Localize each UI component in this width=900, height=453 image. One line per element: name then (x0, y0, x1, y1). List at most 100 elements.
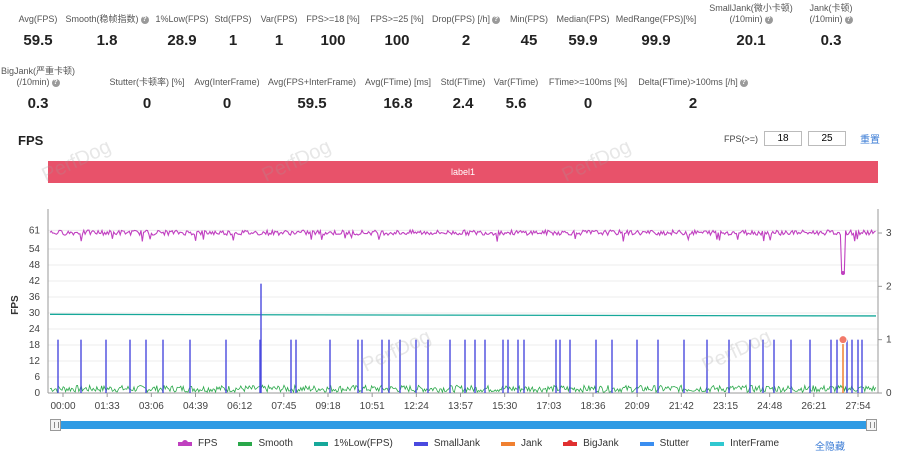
stat-label-text: BigJank(严重卡顿) (0, 66, 75, 76)
row2-stat: Avg(FPS+InterFrame) 59.5 (242, 66, 382, 113)
y-tick-label: 42 (29, 276, 41, 287)
y-tick-label: 6 (34, 372, 40, 383)
help-icon[interactable]: ? (844, 15, 853, 24)
y-tick-label: 61 (29, 225, 41, 236)
stat-label-text: Std(FPS) (214, 14, 252, 24)
x-tick-label: 10:51 (360, 401, 385, 412)
stat-label-text: Min(FPS) (510, 14, 548, 24)
stat-label-text: FPS>=18 [%] (306, 14, 360, 24)
fps-chart: 61 54 48 42 36 30 24 18 12 6 0 3 2 1 0 FPS 00:00 01:33 03:… (10, 209, 892, 412)
stat-value: 59.5 (297, 95, 327, 112)
row1-stat: Var(FPS) 1 (209, 3, 349, 50)
y-right-tick-label: 0 (886, 388, 892, 399)
x-tick-label: 00:00 (50, 401, 75, 412)
legend-swatch (500, 441, 515, 446)
legend-label: Smooth (258, 438, 293, 449)
fps-min-point (841, 271, 845, 275)
stat-value: 0.3 (820, 32, 842, 49)
x-tick-label: 01:33 (95, 401, 120, 412)
time-range-slider[interactable] (50, 419, 877, 431)
row2-stat: Std(FTime) 2.4 (393, 66, 533, 113)
fps-filter: FPS(>=) 重置 (724, 131, 880, 146)
legend-item[interactable]: FPS (178, 438, 217, 449)
row1-stat: Std(FPS) 1 (163, 3, 303, 50)
stat-label-text: Avg(FPS) (18, 14, 58, 24)
legend-label: FPS (198, 438, 218, 449)
x-tick-label: 21:42 (669, 401, 694, 412)
stat-label: Delta(FTime)>100ms [/h]? (623, 77, 763, 88)
x-tick-label: 15:30 (492, 401, 517, 412)
x-tick-label: 26:21 (801, 401, 826, 412)
section-title: FPS (18, 133, 44, 148)
help-icon[interactable]: ? (140, 15, 149, 24)
stat-label: MedRange(FPS)[%] (586, 14, 726, 25)
row1-stat: Min(FPS) 45 (459, 3, 599, 50)
stat-label-text: SmallJank(微小卡顿) (709, 3, 793, 13)
x-tick-label: 17:03 (536, 401, 561, 412)
stat-label: Avg(FPS+InterFrame) (242, 77, 382, 88)
stat-value: 5.6 (505, 95, 527, 112)
legend-item[interactable]: Jank (500, 438, 543, 449)
legend-item[interactable]: Stutter (639, 438, 689, 449)
reset-button[interactable]: 重置 (860, 135, 880, 146)
legend-label: BigJank (583, 438, 619, 449)
stat-label: Var(FTime) (446, 77, 586, 88)
stat-label-text: Median(FPS) (556, 14, 610, 24)
stat-label: BigJank(严重卡顿) (/10min)? (0, 66, 108, 88)
help-icon[interactable]: ? (739, 78, 748, 87)
stat-label-text: (/10min) (809, 14, 843, 24)
stat-label: 1%Low(FPS) (112, 14, 252, 25)
x-tick-label: 04:39 (183, 401, 208, 412)
help-icon[interactable]: ? (51, 78, 60, 87)
legend-label: Jank (520, 438, 543, 449)
stat-label: Stutter(卡顿率) [%] (77, 77, 217, 88)
x-tick-label: 12:24 (404, 401, 429, 412)
stat-label: FPS>=18 [%] (263, 14, 403, 25)
stat-value: 0 (142, 95, 152, 112)
help-icon[interactable]: ? (492, 15, 500, 24)
slider-start-handle[interactable] (50, 419, 61, 431)
row1-stat: FPS>=25 [%] 100 (327, 3, 467, 50)
y-axis-label: FPS (10, 295, 21, 315)
label-bar[interactable]: label1 (48, 161, 878, 183)
stat-label-text: FTime>=100ms [%] (548, 77, 628, 87)
legend-label: InterFrame (730, 438, 780, 449)
stat-label: Std(FPS) (163, 14, 303, 25)
stat-value: 0 (222, 95, 232, 112)
row2-stat: Var(FTime) 5.6 (446, 66, 586, 113)
y-tick-label: 24 (29, 324, 41, 335)
x-tick-label: 03:06 (139, 401, 164, 412)
hide-all-button[interactable]: 全隐藏 (815, 442, 845, 453)
help-icon[interactable]: ? (764, 15, 773, 24)
legend-swatch (710, 441, 725, 446)
row1-stat: 1%Low(FPS) 28.9 (112, 3, 252, 50)
stat-label-text: Var(FPS) (260, 14, 298, 24)
fps-threshold-1-input[interactable] (764, 131, 802, 146)
stat-value: 1 (228, 32, 238, 49)
slider-track[interactable] (50, 421, 877, 429)
stat-label: FTime>=100ms [%] (518, 77, 658, 88)
legend-dot (182, 439, 188, 446)
stat-label-text: Avg(FTime) [ms] (364, 77, 431, 87)
legend-item[interactable]: 1%Low(FPS) (313, 438, 393, 449)
fps-series-line (49, 228, 876, 274)
stat-label-text: (/10min) (16, 77, 50, 87)
stat-label-text: Drop(FPS) [/h] (431, 14, 490, 24)
stats-panel: Avg(FPS) 59.5 Smooth(稳帧指数)? 1.8 1%Low(FPS) 28… (0, 0, 900, 125)
slider-end-handle[interactable] (866, 419, 877, 431)
legend-swatch (178, 439, 192, 446)
legend-dot (567, 439, 574, 446)
legend-item[interactable]: InterFrame (710, 438, 779, 449)
stat-label-text: 1%Low(FPS) (155, 14, 209, 24)
legend-item[interactable]: SmallJank (413, 438, 480, 449)
legend-item[interactable]: Smooth (238, 438, 293, 449)
y-right-tick-label: 3 (886, 228, 892, 239)
stat-value: 2.4 (452, 95, 474, 112)
stat-value: 59.9 (568, 32, 598, 49)
smooth-series-line (49, 383, 876, 394)
stat-label: Avg(FPS) (0, 14, 108, 25)
stat-label-text: MedRange(FPS)[%] (615, 14, 697, 24)
legend-item[interactable]: BigJank (563, 438, 619, 449)
x-tick-label: 20:09 (625, 401, 650, 412)
fps-threshold-2-input[interactable] (808, 131, 846, 146)
